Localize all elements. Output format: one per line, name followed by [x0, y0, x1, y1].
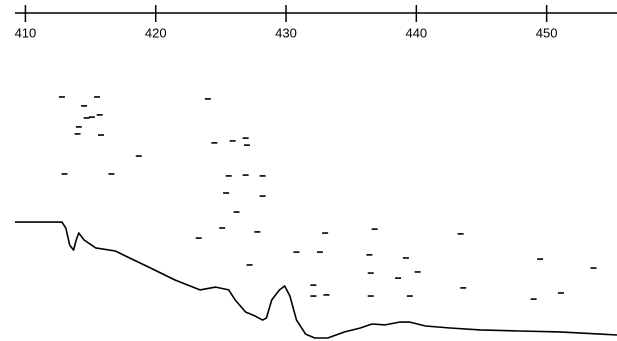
- profile-line: [15, 221, 617, 339]
- x-tick-label: 410: [15, 25, 37, 40]
- x-tick-label: 420: [145, 25, 167, 40]
- x-tick-label: 450: [536, 25, 558, 40]
- x-tick-label: 440: [405, 25, 427, 40]
- x-tick-label: 430: [275, 25, 297, 40]
